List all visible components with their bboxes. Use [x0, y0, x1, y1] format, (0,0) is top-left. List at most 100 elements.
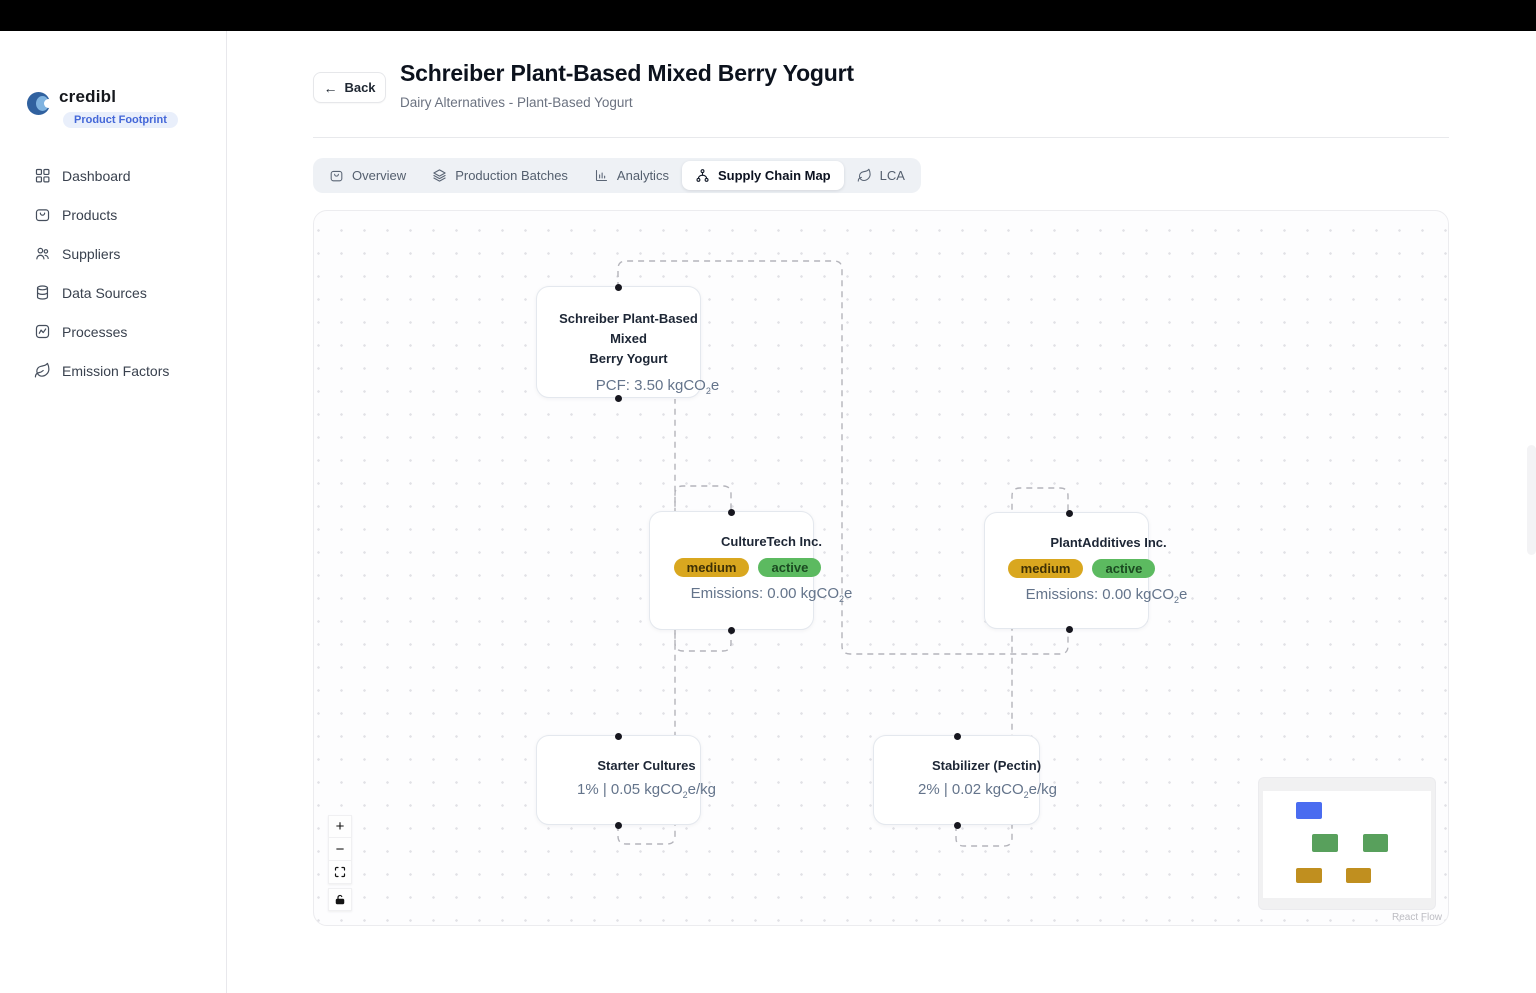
edge-plantadditives-to-product: [617, 260, 1069, 655]
plus-icon: +: [335, 818, 345, 835]
fit-view-button[interactable]: [328, 861, 352, 884]
tab-analytics[interactable]: Analytics: [581, 161, 682, 190]
edge-starter-to-culturetech: [617, 485, 732, 845]
database-icon: [36, 285, 49, 300]
page-subtitle: Dairy Alternatives - Plant-Based Yogurt: [400, 95, 633, 110]
minimap-node-supplier: [1312, 834, 1338, 852]
ingredient-name: Stabilizer (Pectin): [931, 758, 1042, 773]
sidebar-item-label: Emission Factors: [62, 362, 170, 379]
react-flow-attribution: React Flow: [1391, 912, 1442, 923]
supply-chain-canvas[interactable]: Schreiber Plant-Based Mixed Berry Yogurt…: [313, 210, 1449, 926]
sidebar-item-label: Data Sources: [62, 284, 147, 301]
product-node-title-line1: Schreiber Plant-Based Mixed: [559, 311, 698, 347]
handle-bottom[interactable]: [615, 395, 622, 402]
tab-label: LCA: [879, 168, 905, 183]
handle-bottom[interactable]: [954, 822, 961, 829]
package-icon: [35, 209, 50, 222]
tab-supply-chain-map[interactable]: Supply Chain Map: [681, 161, 844, 190]
sidebar-item-products[interactable]: Products: [0, 195, 227, 234]
tab-production-batches[interactable]: Production Batches: [419, 161, 581, 190]
scrollbar-thumb[interactable]: [1527, 445, 1536, 555]
status-badge: active: [1092, 559, 1156, 578]
chart-icon: [595, 169, 607, 182]
status-badge: active: [758, 558, 822, 577]
sidebar-item-emission-factors[interactable]: Emission Factors: [0, 351, 227, 390]
brand: credibl Product Footprint: [27, 87, 178, 128]
minimap-node-product: [1296, 802, 1322, 819]
product-node-title-line2: Berry Yogurt: [589, 351, 668, 367]
layers-icon: [433, 169, 446, 182]
risk-badge: medium: [1007, 559, 1084, 578]
minimap-node-ingredient: [1346, 868, 1371, 883]
grid-icon: [35, 168, 50, 183]
minimap-node-ingredient: [1296, 868, 1322, 883]
sidebar-item-suppliers[interactable]: Suppliers: [0, 234, 227, 273]
sidebar-item-data-sources[interactable]: Data Sources: [0, 273, 227, 312]
leaf-icon: [857, 168, 871, 182]
handle-bottom[interactable]: [1066, 626, 1073, 633]
ingredient-name: Starter Cultures: [597, 758, 696, 773]
flow-controls: + −: [328, 815, 352, 911]
zoom-out-button[interactable]: −: [328, 838, 352, 861]
risk-badge: medium: [673, 558, 750, 577]
flow-minimap[interactable]: [1259, 778, 1435, 909]
page-title: Schreiber Plant-Based Mixed Berry Yogurt: [400, 60, 854, 86]
box-icon: [330, 170, 343, 182]
tab-label: Overview: [352, 168, 407, 183]
fit-view-icon: [334, 866, 346, 878]
sidebar-item-label: Products: [62, 206, 118, 223]
supplier-emissions: Emissions: 0.00 kgCO2e: [1025, 586, 1188, 605]
handle-bottom[interactable]: [615, 822, 622, 829]
handle-top[interactable]: [615, 284, 622, 291]
sidebar-item-label: Processes: [62, 323, 128, 340]
back-button[interactable]: ← Back: [313, 72, 386, 103]
leaf-icon: [34, 362, 50, 378]
handle-bottom[interactable]: [728, 627, 735, 634]
product-pcf-value: PCF: 3.50 kgCO2e: [595, 377, 720, 397]
tab-bar: Overview Production Batches Analytics Su…: [313, 158, 921, 193]
zoom-in-button[interactable]: +: [328, 815, 352, 838]
supplier-emissions: Emissions: 0.00 kgCO2e: [690, 585, 853, 604]
node-culturetech[interactable]: CultureTech Inc. medium active Emissions…: [649, 509, 852, 634]
tab-lca[interactable]: LCA: [844, 161, 918, 190]
handle-top[interactable]: [728, 509, 735, 516]
supplier-name: CultureTech Inc.: [721, 534, 822, 549]
handle-top[interactable]: [954, 733, 961, 740]
brand-name: credibl: [59, 87, 117, 106]
product-footprint-badge: Product Footprint: [63, 112, 178, 128]
ingredient-value: 1% | 0.05 kgCO2e/kg: [577, 781, 716, 800]
flow-edges: [617, 260, 1069, 847]
node-product[interactable]: Schreiber Plant-Based Mixed Berry Yogurt…: [536, 284, 719, 402]
node-stabilizer-pectin[interactable]: Stabilizer (Pectin) 2% | 0.02 kgCO2e/kg: [873, 733, 1057, 829]
sidebar-item-processes[interactable]: Processes: [0, 312, 227, 351]
edge-stabilizer-to-plantadditives: [955, 487, 1069, 847]
back-arrow-icon: ←: [323, 79, 338, 96]
tab-overview[interactable]: Overview: [316, 161, 419, 190]
sidebar-item-label: Dashboard: [62, 167, 131, 184]
minus-icon: −: [335, 840, 345, 858]
header-divider: [313, 137, 1449, 138]
supplier-name: PlantAdditives Inc.: [1050, 535, 1167, 550]
top-black-bar: [0, 0, 1536, 31]
node-plantadditives[interactable]: PlantAdditives Inc. medium active Emissi…: [984, 510, 1187, 633]
tab-label: Analytics: [616, 168, 669, 183]
lock-button[interactable]: [328, 888, 352, 911]
activity-icon: [35, 324, 50, 339]
handle-top[interactable]: [1066, 510, 1073, 517]
network-icon: [696, 169, 709, 182]
tab-label: Supply Chain Map: [717, 168, 831, 183]
users-icon: [36, 247, 49, 260]
lock-icon: [335, 894, 345, 904]
ingredient-value: 2% | 0.02 kgCO2e/kg: [918, 781, 1057, 800]
sidebar-nav: Dashboard Products Suppliers Data Source…: [0, 156, 227, 390]
node-starter-cultures[interactable]: Starter Cultures 1% | 0.05 kgCO2e/kg: [536, 733, 716, 829]
sidebar-item-dashboard[interactable]: Dashboard: [0, 156, 227, 195]
sidebar: credibl Product Footprint Dashboard Prod…: [0, 31, 227, 993]
credibl-logo-icon: [27, 90, 53, 120]
back-label: Back: [344, 80, 376, 95]
handle-top[interactable]: [615, 733, 622, 740]
sidebar-item-label: Suppliers: [62, 245, 121, 262]
tab-label: Production Batches: [455, 168, 568, 183]
edge-culturetech-to-product: [674, 399, 732, 652]
